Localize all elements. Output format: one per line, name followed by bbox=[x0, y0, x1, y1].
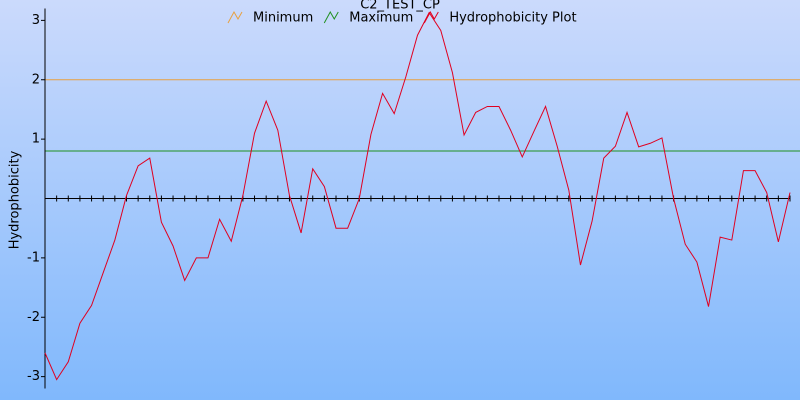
legend-label: Minimum bbox=[253, 11, 313, 26]
y-tick-label: -1 bbox=[27, 250, 40, 265]
chart-title: C2_TEST_CP bbox=[360, 0, 440, 13]
y-tick-label: 3 bbox=[32, 13, 40, 28]
y-axis-label: Hydrophobicity bbox=[8, 150, 23, 249]
y-tick-label: -2 bbox=[27, 310, 40, 325]
legend-label: Hydrophobicity Plot bbox=[449, 11, 576, 26]
data-line bbox=[44, 11, 791, 381]
y-tick-label: -3 bbox=[27, 369, 40, 384]
legend-icon bbox=[227, 10, 243, 24]
legend-icon bbox=[423, 10, 439, 24]
legend: Minimum Maximum Hydrophobicity Plot bbox=[227, 10, 577, 26]
y-tick-label: 1 bbox=[32, 132, 40, 147]
legend-label: Maximum bbox=[349, 11, 413, 26]
y-tick-label: 2 bbox=[32, 72, 40, 87]
legend-icon bbox=[323, 10, 339, 24]
